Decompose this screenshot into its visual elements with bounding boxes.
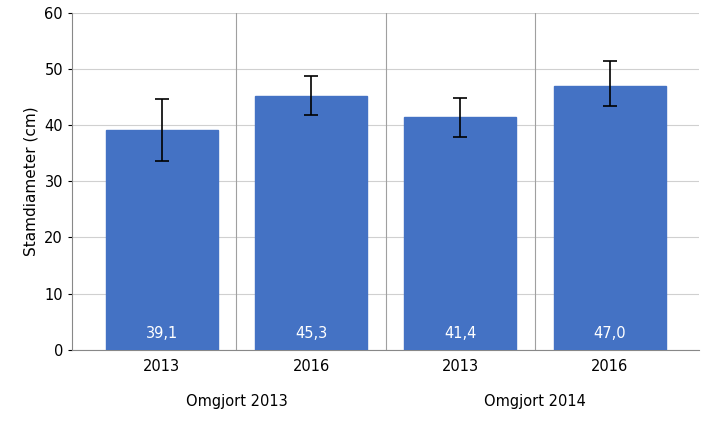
Bar [554, 86, 665, 350]
Bar [404, 118, 516, 350]
Text: Omgjort 2014: Omgjort 2014 [484, 394, 586, 409]
Y-axis label: Stamdiameter (cm): Stamdiameter (cm) [24, 107, 39, 256]
Text: 47,0: 47,0 [593, 326, 626, 341]
Text: 39,1: 39,1 [146, 326, 178, 341]
Bar [106, 130, 218, 350]
Bar [255, 96, 367, 350]
Text: Omgjort 2013: Omgjort 2013 [185, 394, 287, 409]
Text: 41,4: 41,4 [444, 326, 477, 341]
Text: 45,3: 45,3 [295, 326, 327, 341]
